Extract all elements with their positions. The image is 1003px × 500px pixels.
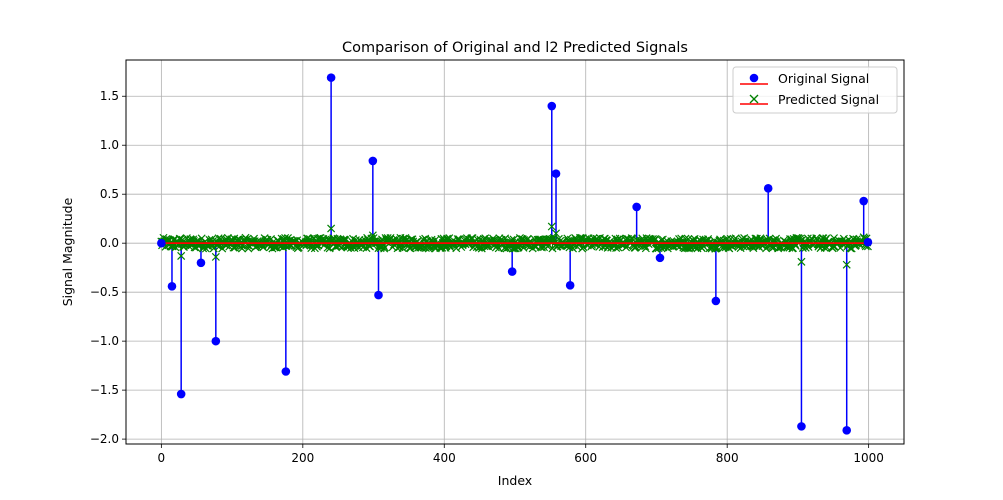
predicted-point [327, 224, 336, 233]
y-tick-label: −1.5 [90, 383, 119, 397]
y-axis-label: Signal Magnitude [60, 197, 75, 306]
x-tick-label: 0 [158, 451, 166, 465]
x-tick-label: 400 [433, 451, 456, 465]
predicted-point [641, 244, 650, 253]
x-tick-label: 200 [291, 451, 314, 465]
y-tick-label: −0.5 [90, 285, 119, 299]
original-point [797, 422, 806, 431]
original-point [842, 425, 852, 435]
legend-original-label: Original Signal [778, 71, 869, 86]
legend: Original Signal Predicted Signal [732, 66, 898, 114]
original-point [551, 169, 561, 178]
original-point [655, 253, 665, 263]
legend-original-marker [749, 73, 759, 83]
predicted-point [547, 222, 556, 231]
x-tick-label: 800 [716, 451, 739, 465]
predicted-point [681, 234, 690, 243]
original-point [547, 101, 557, 111]
original-point [281, 367, 291, 376]
predicted-point [249, 234, 259, 243]
predicted-point [380, 243, 389, 252]
plot-frame [125, 59, 905, 445]
chart-title: Comparison of Original and l2 Predicted … [342, 40, 688, 56]
predicted-point [211, 252, 220, 261]
x-axis-ticks: 0 200 400 600 800 1000 [158, 444, 884, 465]
predicted-point [218, 244, 227, 253]
predicted-point [797, 257, 806, 266]
predicted-point [842, 260, 851, 269]
original-point [859, 196, 868, 206]
legend-predicted-label: Predicted Signal [778, 92, 879, 107]
legend-predicted-marker [749, 94, 759, 104]
original-point [763, 184, 773, 193]
x-tick-label: 1000 [853, 451, 884, 465]
y-tick-label: 0.5 [100, 187, 119, 201]
legend-box [732, 66, 898, 114]
predicted-point [820, 243, 829, 252]
original-point [863, 237, 873, 247]
predicted-point [549, 233, 558, 242]
x-axis-label: Index [498, 473, 532, 488]
original-point [507, 267, 517, 276]
original-point [176, 389, 186, 399]
original-point [711, 296, 721, 306]
y-tick-label: 1.5 [100, 89, 119, 103]
original-point [196, 258, 206, 268]
original-point [368, 156, 378, 166]
original-point [211, 336, 221, 346]
predicted-point [612, 243, 621, 253]
original-point [326, 73, 336, 82]
y-tick-label: 1.0 [100, 138, 119, 152]
x-tick-label: 600 [574, 451, 597, 465]
original-point [167, 281, 177, 291]
original-point [374, 290, 383, 300]
y-axis-ticks: −2.0 −1.5 −1.0 −0.5 0.0 0.5 1.0 1.5 [90, 89, 126, 446]
y-tick-label: −2.0 [90, 432, 119, 446]
predicted-point [177, 251, 186, 260]
predicted-point [323, 243, 332, 252]
original-markers [157, 73, 873, 435]
y-tick-label: 0.0 [100, 236, 119, 250]
predicted-point [551, 229, 561, 238]
predicted-point [281, 233, 290, 242]
original-point [565, 281, 575, 290]
plot-content [157, 73, 873, 435]
original-point [157, 238, 166, 248]
original-point [632, 202, 641, 212]
y-tick-label: −1.0 [90, 334, 119, 348]
predicted-point [325, 244, 334, 253]
